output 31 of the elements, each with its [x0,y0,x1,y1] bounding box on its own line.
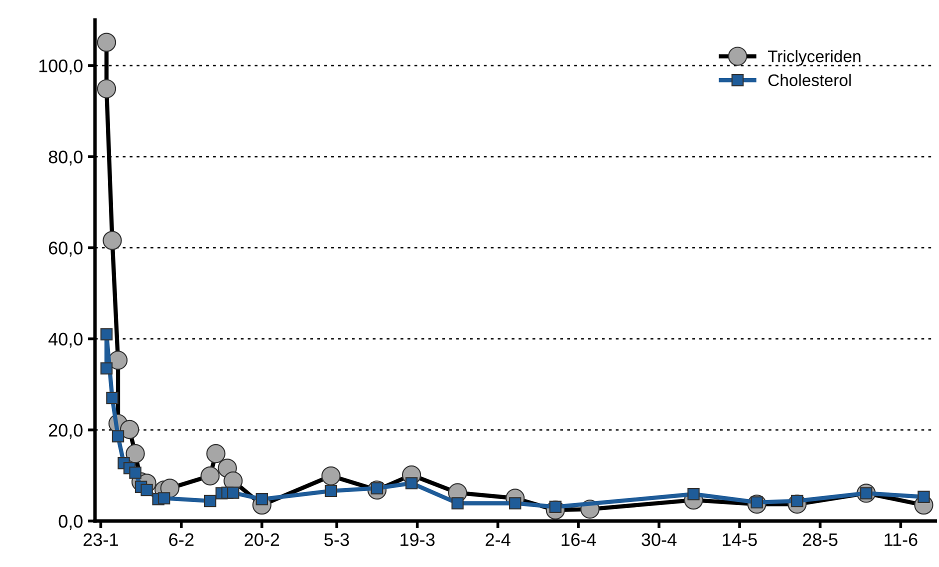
x-tick-label: 16-4 [562,533,596,546]
x-tick-label: 11-6 [884,533,918,546]
x-tick-label: 20-2 [244,533,280,546]
y-tick-label: 60,0 [48,242,82,257]
point [100,328,113,340]
y-tick-label: 100,0 [39,59,82,74]
point [106,392,118,404]
x-tick-label: 19-3 [400,533,435,546]
point [256,493,268,506]
x-tick-label: 30-4 [642,533,677,546]
point [112,430,124,442]
point [687,488,700,500]
x-tick-label: 2-4 [486,533,510,546]
x-tick-label: 6-2 [169,533,194,546]
x-tick-label: 23-1 [84,533,118,546]
point [918,490,930,503]
point [158,492,170,504]
legend-label: Triclyceriden [768,50,860,66]
legend-label: Cholesterol [768,74,851,86]
y-tick-label: 40,0 [48,332,82,348]
x-tick-label: 28-5 [802,533,838,546]
point [140,484,153,496]
point [100,362,113,375]
y-tick-label: 0,0 [58,514,82,530]
point [204,494,216,508]
x-tick-label: 5-3 [324,533,349,546]
y-tick-label: 20,0 [48,424,82,439]
point [129,466,142,479]
y-tick-label: 80,0 [48,150,82,166]
x-tick-label: 14-5 [722,533,757,546]
point [227,486,240,499]
